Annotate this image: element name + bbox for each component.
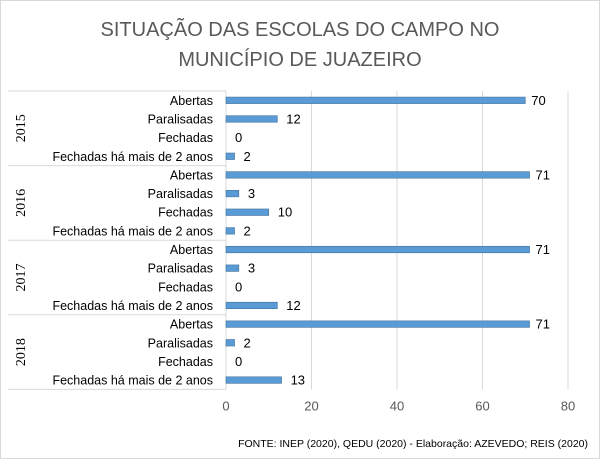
data-label: 10 (278, 205, 292, 220)
bar-2016-1 (225, 190, 240, 198)
bar-2017-0 (225, 245, 530, 254)
category-label: Abertas (170, 318, 213, 332)
x-tick-label-40: 40 (390, 398, 404, 413)
category-label: Fechadas (158, 131, 213, 145)
data-label: 2 (244, 149, 251, 164)
category-label: Paralisadas (148, 336, 213, 350)
x-tick-label-20: 20 (304, 398, 318, 413)
bar-2015-3 (225, 152, 235, 160)
category-label: Fechadas (158, 206, 213, 220)
data-label: 71 (536, 242, 550, 257)
data-label: 71 (536, 167, 550, 182)
data-label: 3 (248, 261, 255, 276)
data-label: 12 (286, 298, 300, 313)
bar-2018-3 (225, 376, 282, 384)
category-label: Fechadas (158, 355, 213, 369)
year-label-2017: 2017 (14, 264, 29, 292)
category-label: Paralisadas (148, 112, 213, 126)
chart-title-line-2: MUNICÍPIO DE JUAZEIRO (178, 48, 421, 71)
data-label: 2 (244, 335, 251, 350)
category-label: Abertas (170, 94, 213, 108)
category-label: Paralisadas (148, 262, 213, 276)
category-label: Fechadas (158, 280, 213, 294)
year-label-2018: 2018 (14, 338, 29, 366)
category-label: Fechadas há mais de 2 anos (52, 374, 213, 388)
x-tick-label-60: 60 (475, 398, 489, 413)
data-label: 13 (291, 373, 305, 388)
category-label: Abertas (170, 168, 213, 182)
category-label: Fechadas há mais de 2 anos (52, 299, 213, 313)
x-tick-label-0: 0 (222, 398, 229, 413)
data-label: 70 (531, 93, 545, 108)
bar-2016-0 (225, 171, 530, 179)
year-label-2016: 2016 (14, 189, 29, 217)
bar-2017-1 (225, 264, 240, 272)
data-label: 0 (235, 130, 242, 145)
bar-2017-3 (225, 301, 278, 310)
source-note: FONTE: INEP (2020), QEDU (2020) - Elabor… (238, 438, 588, 450)
year-label-2015: 2015 (14, 114, 29, 142)
data-label: 2 (244, 223, 251, 238)
bar-2015-1 (225, 115, 278, 123)
category-label: Paralisadas (148, 187, 213, 201)
data-label: 12 (286, 111, 300, 126)
bar-2018-0 (225, 320, 530, 328)
bar-2016-3 (225, 227, 235, 235)
data-label: 0 (235, 354, 242, 369)
bar-2015-0 (225, 96, 526, 104)
category-label: Abertas (170, 243, 213, 257)
bar-2016-2 (225, 208, 270, 216)
data-label: 71 (536, 317, 550, 332)
bar-2018-1 (225, 339, 235, 347)
data-label: 3 (248, 186, 255, 201)
data-label: 0 (235, 279, 242, 294)
chart-title-line-1: SITUAÇÃO DAS ESCOLAS DO CAMPO NO (101, 17, 500, 41)
category-label: Fechadas há mais de 2 anos (52, 224, 213, 238)
category-label: Fechadas há mais de 2 anos (52, 150, 213, 164)
x-tick-label-80: 80 (561, 398, 575, 413)
